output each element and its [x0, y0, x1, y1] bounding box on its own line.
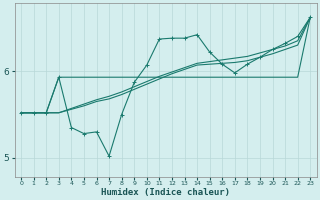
- X-axis label: Humidex (Indice chaleur): Humidex (Indice chaleur): [101, 188, 230, 197]
